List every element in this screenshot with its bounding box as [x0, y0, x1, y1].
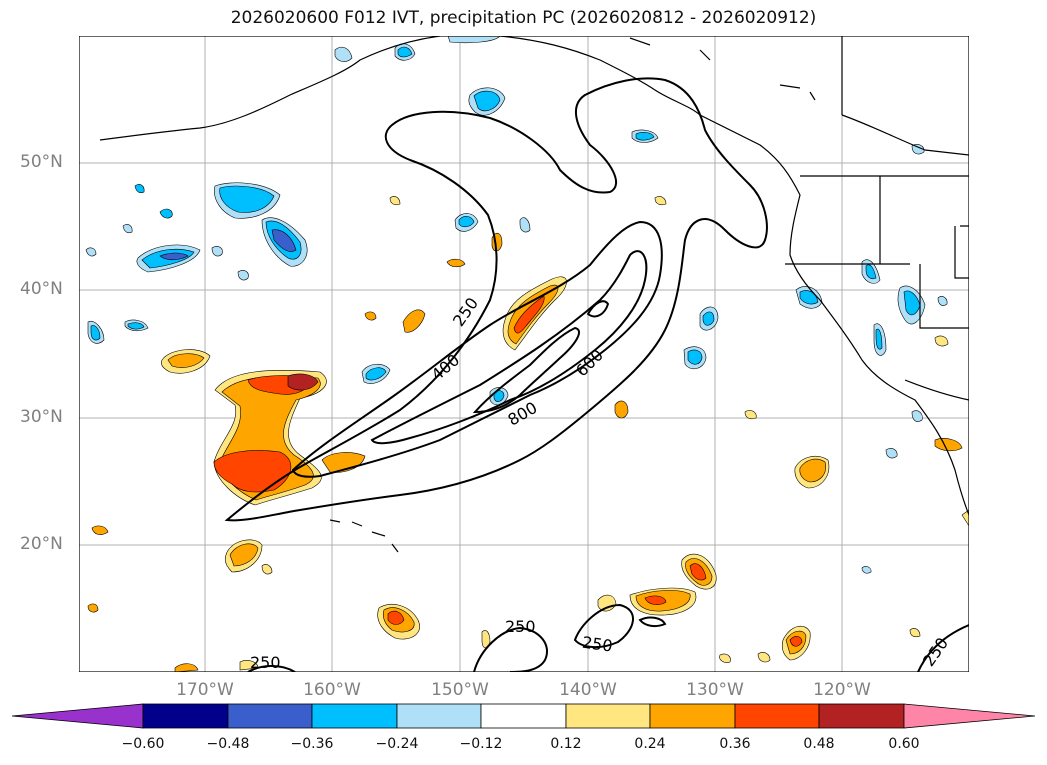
- contour-label: 250: [581, 633, 614, 656]
- contour-label: 400: [428, 350, 464, 384]
- contour-label: 250: [250, 653, 281, 672]
- colorbar-tick-label: −0.48: [206, 736, 250, 752]
- map-plot-area: [79, 36, 969, 672]
- lon-label-150w: 150°W: [431, 680, 489, 700]
- lat-label-30n: 30°N: [20, 407, 63, 427]
- colorbar-high-extend: [903, 703, 1036, 729]
- precip-positive-shading: [87, 196, 969, 672]
- gridlines: [79, 36, 969, 672]
- colorbar-tick-label: −0.60: [121, 736, 165, 752]
- colorbar-tick-label: 0.36: [719, 736, 751, 752]
- ivt-contour-400: [291, 220, 663, 478]
- lat-label-40n: 40°N: [20, 279, 63, 299]
- precip-negative-shading: [85, 36, 948, 574]
- map-title: 2026020600 F012 IVT, precipitation PC (2…: [230, 8, 817, 28]
- colorbar-tick-label: −0.12: [459, 736, 503, 752]
- colorbar-tick-label: 0.48: [803, 736, 835, 752]
- colorbar-tick-label: −0.24: [375, 736, 419, 752]
- colorbar-tick-label: 0.24: [634, 736, 666, 752]
- colorbar: [11, 703, 1036, 729]
- colorbar-tick-label: 0.12: [550, 736, 582, 752]
- contour-label: 600: [572, 345, 607, 380]
- colorbar-low-extend: [11, 703, 144, 729]
- contour-label: 250: [919, 634, 952, 670]
- contour-label: 250: [505, 617, 536, 636]
- lat-label-50n: 50°N: [20, 152, 63, 172]
- ivt-contour-800: [472, 326, 580, 414]
- colorbar-tick-label: −0.36: [290, 736, 334, 752]
- lat-label-20n: 20°N: [20, 534, 63, 554]
- ivt-contour-600: [370, 250, 648, 445]
- lon-label-170w: 170°W: [176, 680, 234, 700]
- contour-labels: 250 400 600 800 250 250 250 250: [250, 294, 952, 672]
- colorbar-tick-label: 0.60: [888, 736, 920, 752]
- lon-label-160w: 160°W: [303, 680, 361, 700]
- lon-label-120w: 120°W: [813, 680, 871, 700]
- ivt-contour-250: [224, 77, 768, 522]
- ivt-contours: [224, 77, 969, 672]
- lon-label-130w: 130°W: [686, 680, 744, 700]
- coastlines: [99, 36, 969, 553]
- lon-label-140w: 140°W: [559, 680, 617, 700]
